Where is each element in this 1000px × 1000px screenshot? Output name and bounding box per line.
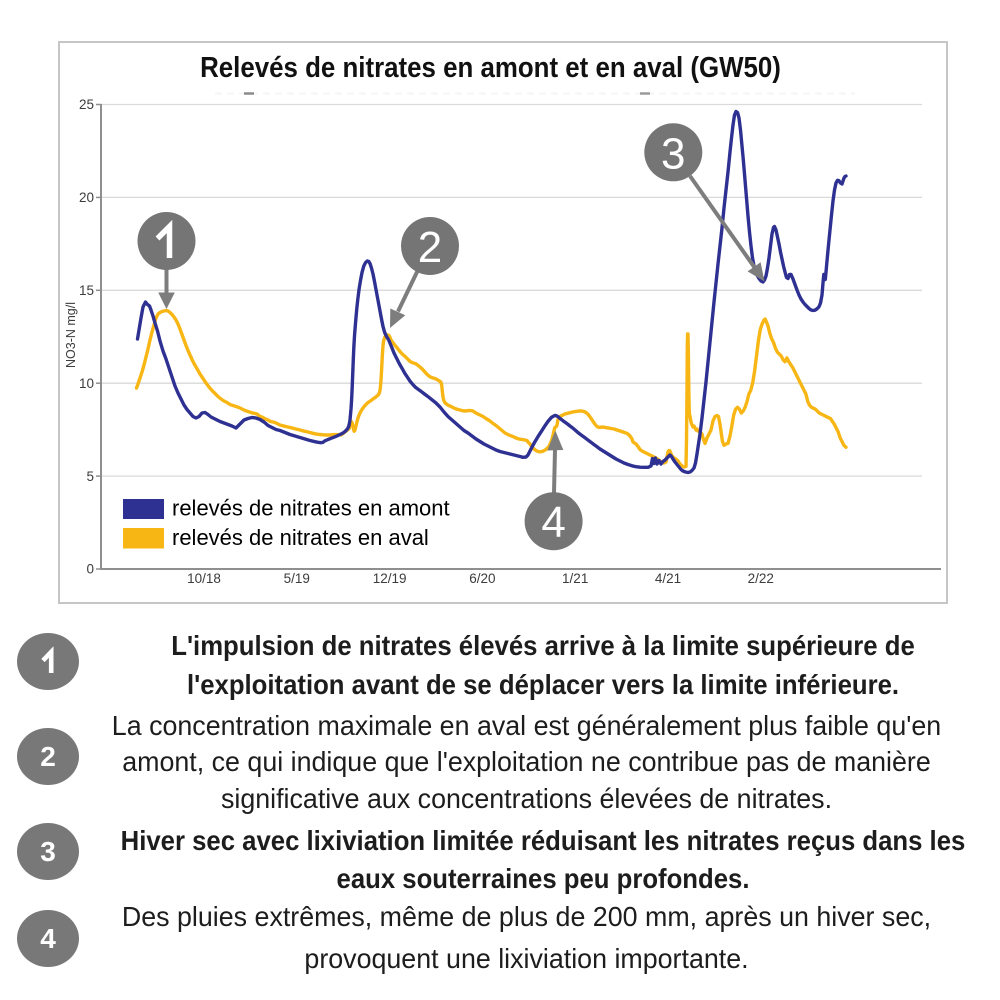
svg-text:2: 2 bbox=[418, 223, 442, 272]
svg-text:1/21: 1/21 bbox=[562, 571, 588, 586]
svg-text:10/18: 10/18 bbox=[187, 571, 221, 586]
svg-text:12/19: 12/19 bbox=[373, 571, 407, 586]
svg-text:0: 0 bbox=[86, 562, 94, 577]
svg-text:20: 20 bbox=[79, 190, 94, 205]
svg-text:5: 5 bbox=[86, 469, 94, 484]
svg-text:5/19: 5/19 bbox=[284, 571, 310, 586]
svg-text:relevés de nitrates en amont: relevés de nitrates en amont bbox=[172, 496, 450, 521]
svg-text:10: 10 bbox=[79, 376, 94, 391]
svg-text:4/21: 4/21 bbox=[655, 571, 681, 586]
svg-text:15: 15 bbox=[79, 283, 94, 298]
svg-text:relevés de nitrates en aval: relevés de nitrates en aval bbox=[172, 525, 429, 550]
svg-text:3: 3 bbox=[661, 129, 685, 178]
svg-text:NO3-N mg/l: NO3-N mg/l bbox=[64, 302, 78, 368]
svg-text:6/20: 6/20 bbox=[469, 571, 495, 586]
svg-text:25: 25 bbox=[79, 97, 94, 112]
svg-text:4: 4 bbox=[541, 498, 565, 547]
svg-text:2/22: 2/22 bbox=[748, 571, 774, 586]
